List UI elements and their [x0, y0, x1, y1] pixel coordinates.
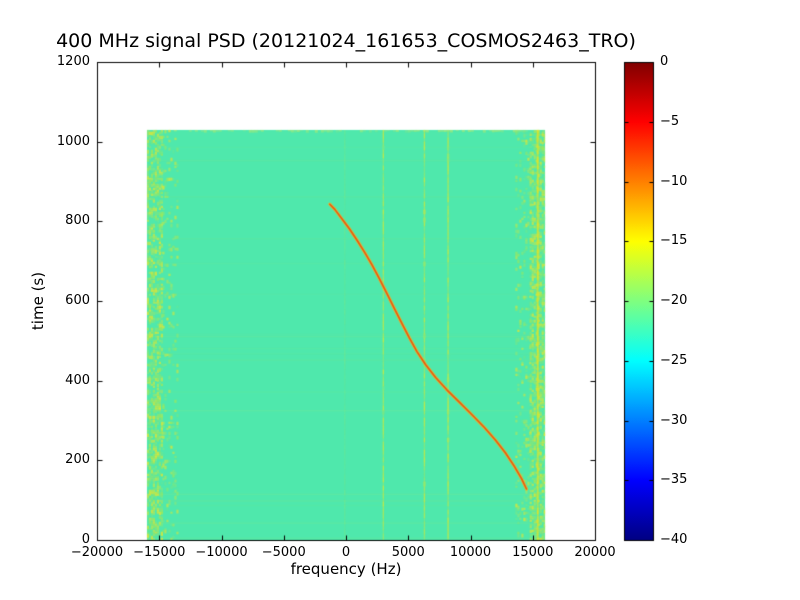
x-tick-label: −15000 — [133, 545, 186, 560]
y-tick-label: 800 — [65, 213, 90, 229]
x-tick-label: 15000 — [512, 545, 554, 560]
colorbar-tick-label: −35 — [660, 472, 688, 488]
colorbar-tick-label: −15 — [660, 233, 688, 249]
colorbar-tick-label: −5 — [660, 113, 680, 129]
x-tick-label: 5000 — [391, 545, 425, 560]
x-tick-label: 0 — [341, 545, 351, 560]
x-tick-label: 20000 — [574, 545, 616, 560]
colorbar-tick-label: −40 — [660, 532, 688, 547]
y-tick-label: 400 — [65, 372, 90, 388]
y-tick-label: 1000 — [56, 133, 90, 149]
chart-title: 400 MHz signal PSD (20121024_161653_COSM… — [56, 30, 636, 52]
x-tick-label: −20000 — [70, 545, 124, 560]
y-tick-label: 200 — [65, 452, 90, 468]
x-tick-label: 10000 — [449, 545, 492, 560]
x-tick-label: −10000 — [195, 545, 248, 560]
y-tick-label: 600 — [65, 293, 90, 308]
x-axis-label: frequency (Hz) — [290, 560, 402, 578]
x-tick-label: −5000 — [261, 545, 306, 560]
colorbar-tick-label: −20 — [660, 293, 688, 308]
colorbar-tick-label: 0 — [660, 54, 669, 69]
y-tick-label: 1200 — [56, 54, 90, 69]
y-tick-label: 0 — [81, 532, 90, 547]
colorbar-tick-label: −10 — [660, 173, 688, 189]
colorbar-tick-label: −30 — [660, 412, 688, 428]
colorbar-tick-label: −25 — [660, 352, 688, 368]
